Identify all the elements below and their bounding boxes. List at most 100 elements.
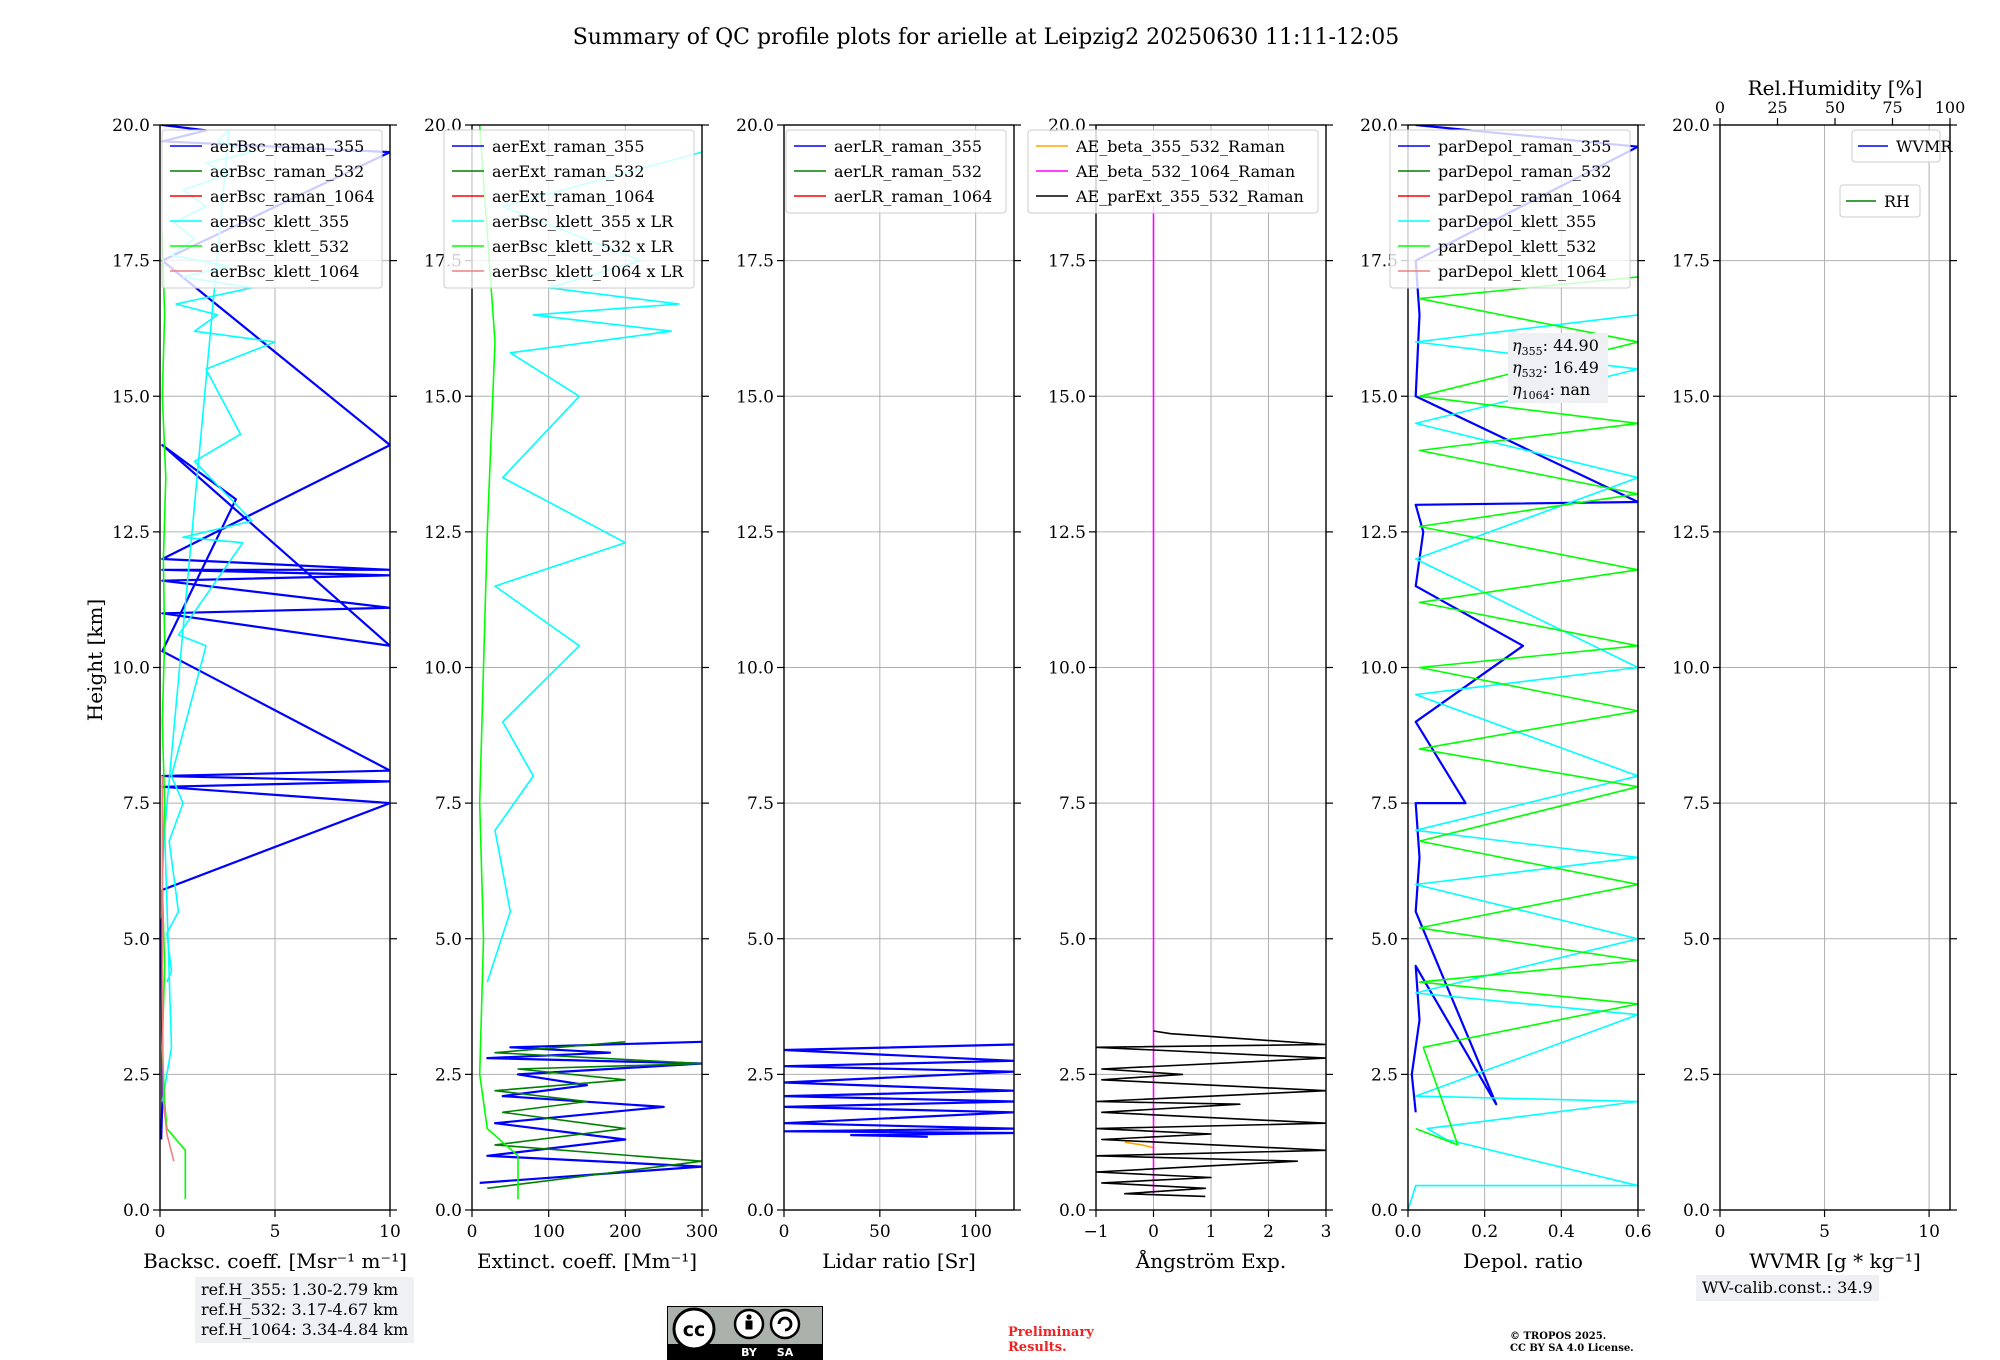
series-group (1408, 125, 1638, 1210)
series-line-AE_beta_355_532_Raman (1124, 1141, 1154, 1149)
preliminary-line-2: Results. (1008, 1340, 1067, 1355)
series-line-aerExt_raman_532 (487, 1041, 702, 1190)
x-tick-label: 200 (609, 1222, 641, 1242)
axes-frame (159, 124, 391, 1211)
legend-label: aerExt_raman_355 (492, 137, 645, 156)
y-tick-label: 7.5 (1683, 794, 1710, 814)
y-tick-label: 12.5 (1048, 523, 1086, 543)
panel-angstrom: 0.02.55.07.510.012.515.017.520.0−1 0 1 2 3Ån… (1027, 116, 1333, 1273)
y-tick-label: 5.0 (1371, 930, 1398, 950)
y-tick-label: 2.5 (1059, 1065, 1086, 1085)
figure-title: Summary of QC profile plots for arielle … (573, 25, 1400, 50)
eta-symbol: η (1512, 380, 1522, 399)
x-axis-label: Backsc. coeff. [Msr⁻¹ m⁻¹] (143, 1249, 407, 1273)
eta-subscript: 355 (1522, 345, 1543, 358)
panel-backscatter: 0.0 2.5 5.0 7.5 10.0 12.5 15.0 17.5 20.0 0 5 10 Back… (112, 116, 407, 1273)
legend-box (1027, 129, 1319, 214)
y-tick-label: 5.0 (123, 930, 150, 950)
y-tick-label: 15.0 (424, 387, 462, 407)
legend-label: aerLR_raman_355 (834, 137, 982, 156)
x-tick-label: 0 (779, 1222, 790, 1242)
x-tick-label: 3 (1321, 1222, 1332, 1242)
x-tick-label: 0.4 (1548, 1222, 1575, 1242)
y-tick-label: 10.0 (424, 659, 462, 679)
x-tick-label: 10 (1918, 1222, 1940, 1242)
series-line-AE_parExt_355_532_Raman (1096, 1030, 1326, 1198)
y-tick-label: 2.5 (747, 1065, 774, 1085)
series-group (784, 1043, 1014, 1138)
y-tick-label: 0.0 (1371, 1201, 1398, 1221)
legend-box (1839, 184, 1921, 218)
eta-subscript: 532 (1522, 367, 1543, 380)
series-line-parDepol_klett_355 (1408, 314, 1638, 1210)
legend-label: parDepol_raman_532 (1438, 162, 1611, 181)
y-tick-label: 17.5 (1360, 252, 1398, 272)
ref-height-532: ref.H_532: 3.17-4.67 km (201, 1300, 399, 1319)
axes-frame (783, 124, 1015, 1211)
x-axis-label: Ångström Exp. (1135, 1248, 1286, 1273)
eta-subscript: 1064 (1522, 389, 1550, 402)
x-tick-label: 50 (869, 1222, 891, 1242)
y-tick-label: 0.0 (747, 1201, 774, 1221)
x-tick-label: 0 (155, 1222, 166, 1242)
legend-label: AE_parExt_355_532_Raman (1075, 187, 1304, 206)
panels: 0.02.55.07.510.012.515.017.520.00 5 10Back… (112, 76, 1965, 1273)
preliminary-note: Preliminary Results. (1008, 1325, 1094, 1355)
y-tick-label: 5.0 (747, 930, 774, 950)
x-tick-label: 100 (959, 1222, 991, 1242)
cc-by-sa-icon: cc BY SA (667, 1306, 823, 1360)
x-axis-label: WVMR [g * kg⁻¹] (1749, 1249, 1921, 1273)
series-line-aerBsc_klett_1064 (161, 776, 175, 1162)
axes-frame (1095, 124, 1327, 1211)
eta-value: : nan (1550, 380, 1591, 399)
legend-box (443, 129, 695, 289)
y-tick-label: 7.5 (747, 794, 774, 814)
x-axis-label: Lidar ratio [Sr] (822, 1249, 976, 1273)
x-tick-label: 1 (1206, 1222, 1217, 1242)
legend-box (161, 129, 383, 289)
panel-depol: 0.0 2.5 5.0 7.5 10.0 12.5 15.0 17.5 20.0 0.0 0.2 0.… (1360, 116, 1651, 1273)
x2-tick-label: 25 (1767, 98, 1787, 117)
x-tick-label: 5 (1819, 1222, 1830, 1242)
legend-label: RH (1884, 192, 1910, 211)
eta-value: : 44.90 (1543, 336, 1599, 355)
legend-box (1389, 129, 1631, 289)
legend-label: aerBsc_klett_1064 (210, 262, 359, 281)
copyright-line-2: CC BY SA 4.0 License. (1510, 1343, 1634, 1354)
eta-symbol: η (1512, 336, 1522, 355)
x-tick-label: 300 (686, 1222, 718, 1242)
x2-tick-label: 75 (1882, 98, 1902, 117)
x-tick-label: −1 (1083, 1222, 1108, 1242)
eta-annotation-line: η355: 44.90 (1512, 336, 1599, 358)
legend-label: aerExt_raman_532 (492, 162, 645, 181)
y-tick-label: 0.0 (123, 1201, 150, 1221)
legend-label: aerExt_raman_1064 (492, 187, 655, 206)
series-group (1096, 206, 1326, 1198)
y-tick-label: 12.5 (112, 523, 150, 543)
y-tick-label: 7.5 (1059, 794, 1086, 814)
y-tick-label: 20.0 (736, 116, 774, 136)
y-tick-label: 0.0 (1683, 1201, 1710, 1221)
copyright-line-1: © TROPOS 2025. (1510, 1331, 1607, 1342)
y-tick-label: 15.0 (112, 387, 150, 407)
copyright-note: © TROPOS 2025. CC BY SA 4.0 License. (1510, 1331, 1634, 1355)
y-tick-label: 5.0 (1683, 930, 1710, 950)
eta-symbol: η (1512, 358, 1522, 377)
legend-label: parDepol_klett_532 (1438, 237, 1596, 256)
y-tick-label: 15.0 (736, 387, 774, 407)
svg-text:cc: cc (683, 1319, 706, 1341)
legend-label: aerBsc_klett_355 x LR (492, 212, 674, 231)
legend-label: parDepol_klett_355 (1438, 212, 1596, 231)
y-tick-label: 17.5 (1048, 252, 1086, 272)
x-tick-label: 10 (379, 1222, 401, 1242)
panel-wvmr: 0.02.55.07.510.012.515.017.520.00 5 100 25 5… (1672, 76, 1965, 1273)
preliminary-line-1: Preliminary (1008, 1325, 1094, 1340)
series-line-aerLR_raman_355 (784, 1043, 1014, 1138)
y-tick-label: 15.0 (1672, 387, 1710, 407)
legend-box (785, 129, 1007, 214)
x-tick-label: 0 (1715, 1222, 1726, 1242)
x-tick-label: 0.6 (1624, 1222, 1651, 1242)
legend-box (1851, 129, 1941, 163)
ref-height-1064: ref.H_1064: 3.34-4.84 km (201, 1320, 409, 1339)
x-tick-label: 5 (270, 1222, 281, 1242)
